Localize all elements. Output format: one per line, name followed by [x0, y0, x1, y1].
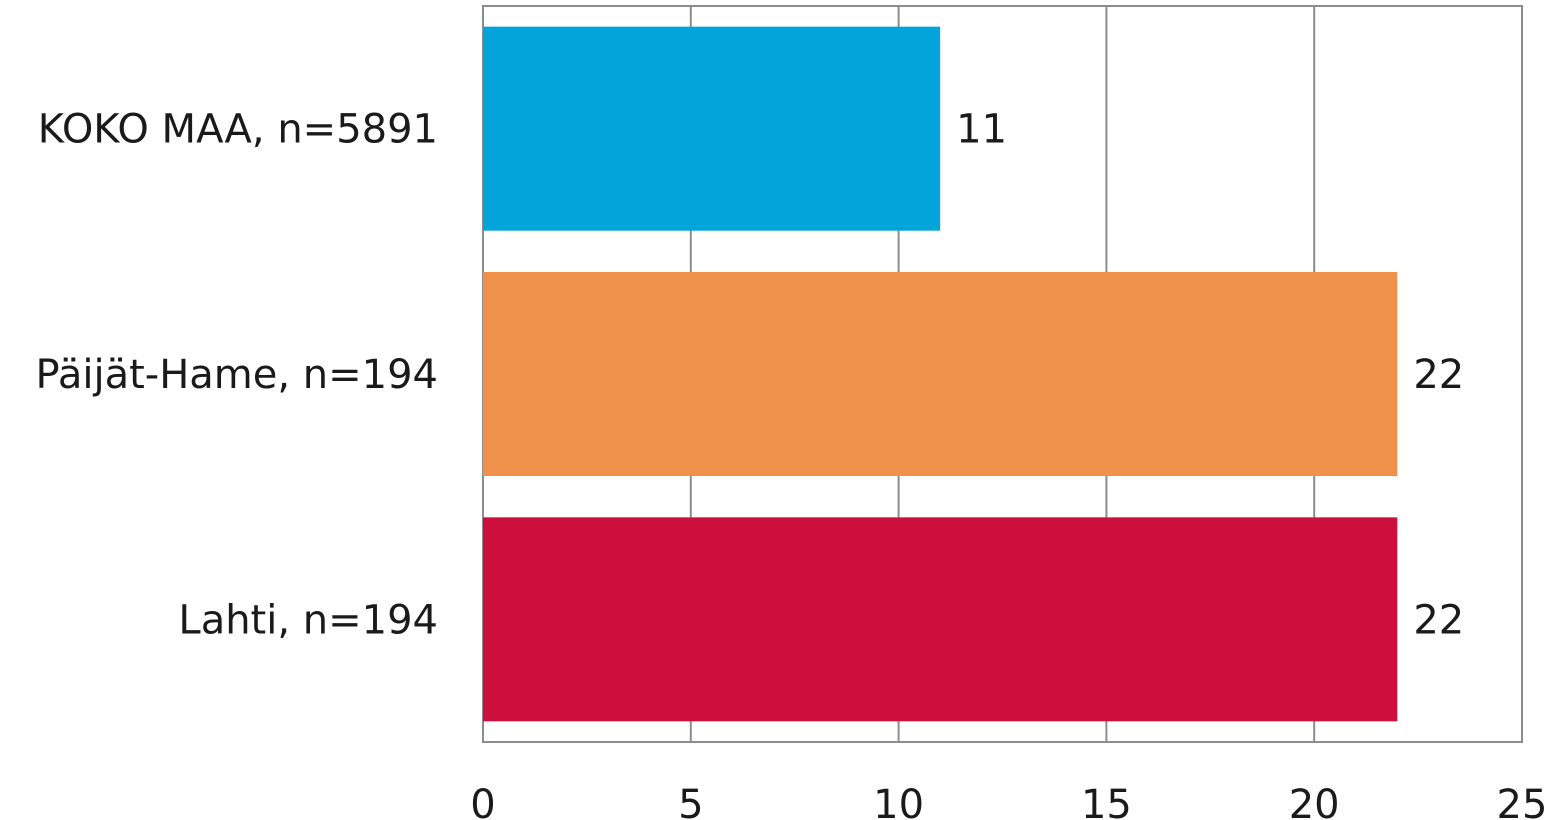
category-labels: KOKO MAA, n=5891 Päijät-Hame, n=194 Lahti,… [36, 107, 439, 644]
category-label: Lahti, n=194 [178, 597, 438, 643]
bar-2 [483, 272, 1398, 476]
x-tick-label: 15 [1081, 782, 1132, 820]
bars [483, 26, 1398, 722]
data-label: 11 [956, 107, 1007, 153]
category-label: KOKO MAA, n=5891 [38, 107, 438, 153]
data-label: 22 [1413, 597, 1464, 643]
x-tick-label: 0 [470, 782, 495, 820]
x-axis-tick-labels: 0 5 10 15 20 25 [470, 782, 1547, 820]
x-tick-label: 25 [1497, 782, 1548, 820]
data-label: 22 [1413, 352, 1464, 398]
bar-1 [483, 26, 941, 231]
category-label: Päijät-Hame, n=194 [36, 352, 439, 398]
x-tick-label: 20 [1289, 782, 1340, 820]
x-tick-label: 10 [873, 782, 924, 820]
x-tick-label: 5 [678, 782, 703, 820]
bar-3 [483, 517, 1398, 722]
data-labels: 11 22 22 [956, 107, 1464, 644]
